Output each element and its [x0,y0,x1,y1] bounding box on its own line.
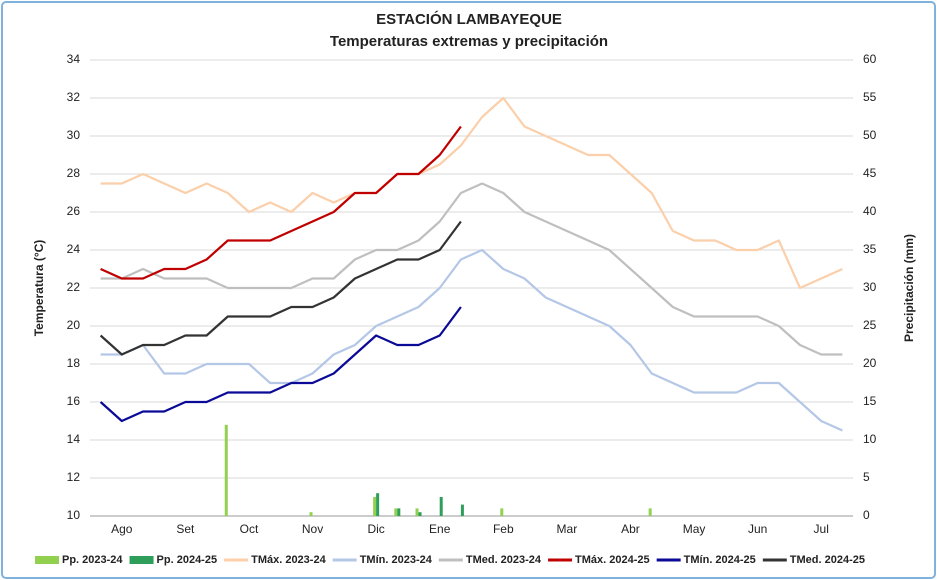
y2-tick-label: 10 [863,432,877,446]
legend-label: Pp. 2023-24 [62,554,123,566]
y-tick-label: 28 [67,166,81,180]
chart-subtitle: Temperaturas extremas y precipitación [330,33,608,50]
y-tick-label: 14 [67,432,81,446]
y2-tick-label: 55 [863,90,877,104]
y2-tick-label: 40 [863,204,877,218]
y2-tick-label: 25 [863,318,877,332]
y2-axis-title: Precipitación (mm) [902,234,916,342]
precip-bar [376,493,380,516]
y-tick-label: 32 [67,90,81,104]
legend-label: TMín. 2024-25 [684,554,756,566]
y2-tick-label: 35 [863,242,877,256]
y2-tick-label: 60 [863,52,877,66]
y-tick-label: 34 [67,52,81,66]
y2-tick-label: 20 [863,356,877,370]
legend-label: Pp. 2024-25 [157,554,218,566]
y-tick-label: 22 [67,280,81,294]
x-tick-label: Oct [240,522,259,536]
precip-bar [394,508,398,516]
precip-bar [500,508,504,516]
y-tick-label: 26 [67,204,81,218]
y-tick-label: 30 [67,128,81,142]
y2-tick-label: 5 [863,470,870,484]
y-tick-label: 12 [67,470,81,484]
precip-bar [373,497,377,516]
x-tick-label: Ago [111,522,133,536]
precip-bar [309,512,313,516]
y-tick-label: 20 [67,318,81,332]
y-tick-label: 24 [67,242,81,256]
x-tick-label: Feb [493,522,514,536]
y-tick-label: 18 [67,356,81,370]
temp-line [99,220,462,356]
x-tick-label: Jun [748,522,767,536]
y-axis-title: Temperatura (°C) [32,240,46,337]
precip-bar [648,508,652,516]
precip-bar [418,512,422,516]
y2-tick-label: 50 [863,128,877,142]
legend-label: TMáx. 2024-25 [575,554,650,566]
precip-bar [439,497,443,516]
chart-title: ESTACIÓN LAMBAYEQUE [376,10,562,28]
x-tick-label: Mar [557,522,578,536]
legend-swatch [35,556,59,564]
x-tick-label: Set [176,522,195,536]
precip-bar [397,508,401,516]
precip-bar [224,424,228,516]
temp-line [100,248,843,432]
x-tick-label: Jul [814,522,829,536]
x-tick-label: Abr [621,522,640,536]
x-tick-label: May [683,522,706,536]
temp-line [100,125,462,280]
legend-label: TMed. 2023-24 [466,554,542,566]
y2-tick-label: 0 [863,508,870,522]
x-tick-label: Nov [302,522,323,536]
y-tick-label: 10 [67,508,81,522]
y2-tick-label: 15 [863,394,877,408]
precip-bar [415,508,419,516]
legend-label: TMín. 2023-24 [360,554,433,566]
legend-swatch [129,556,154,564]
x-tick-label: Dic [367,522,384,536]
temp-line [100,96,843,290]
y2-tick-label: 30 [863,280,877,294]
legend-label: TMáx. 2023-24 [251,554,326,566]
x-tick-label: Ene [429,522,451,536]
temp-line [99,306,462,423]
y-tick-label: 16 [67,394,81,408]
y2-tick-label: 45 [863,166,877,180]
temp-line [100,182,843,356]
precip-bar [460,504,464,516]
legend-label: TMed. 2024-25 [790,554,865,566]
